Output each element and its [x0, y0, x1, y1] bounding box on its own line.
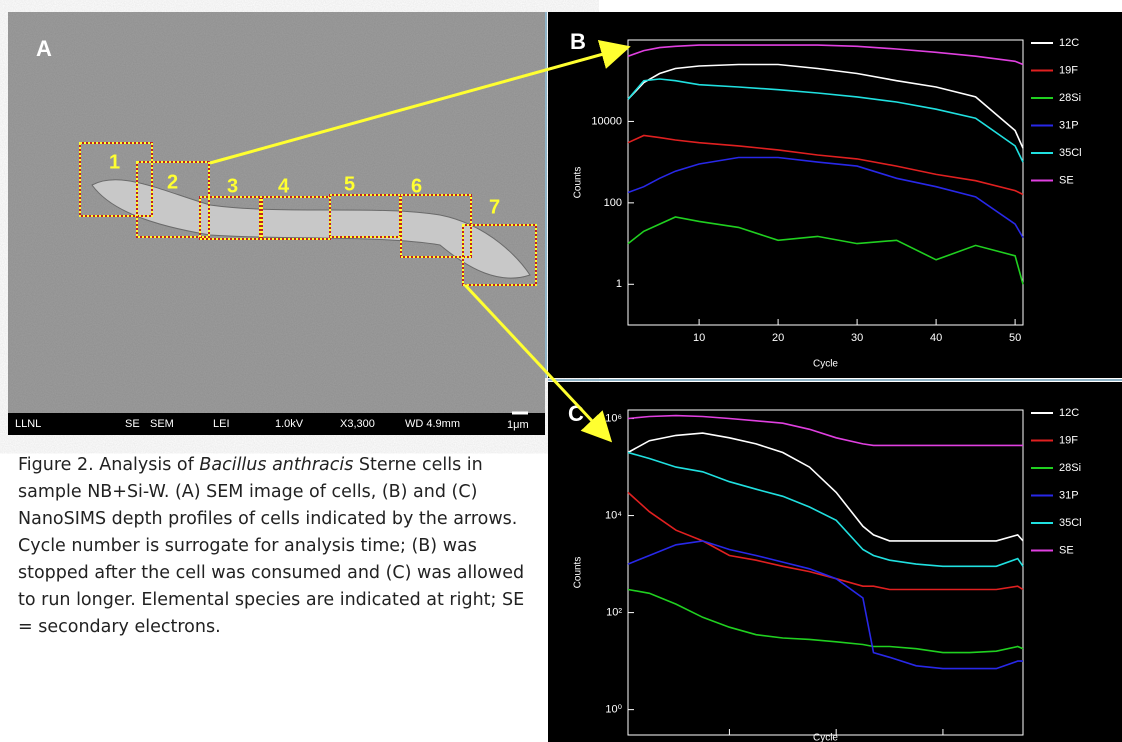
panel-b-bg: [548, 12, 1122, 378]
legend-label: 12C: [1059, 37, 1079, 49]
panel-label: B: [570, 29, 586, 54]
caption-italic: Bacillus anthracis: [199, 455, 353, 475]
y-axis-label: Counts: [573, 557, 584, 589]
y-tick-label: 10⁰: [605, 704, 622, 716]
legend-label: 12C: [1059, 407, 1079, 419]
x-tick-label: 20: [772, 332, 784, 344]
y-tick-label: 100: [604, 197, 622, 209]
info-text: 1μm: [507, 419, 529, 431]
panel-label: A: [36, 36, 52, 61]
info-text: SE: [125, 418, 140, 430]
x-axis-label: Cycle: [813, 733, 838, 742]
legend-label: SE: [1059, 544, 1074, 556]
legend-label: 19F: [1059, 434, 1078, 446]
info-text: LEI: [213, 418, 230, 430]
region-label: 1: [109, 151, 120, 173]
legend-label: SE: [1059, 174, 1074, 186]
page: A 1 2 3 4 5 6 7 LLNL SE SEM LEI 1.0kV X3…: [0, 0, 1122, 742]
x-tick-label: 40: [930, 332, 942, 344]
sem-image: [8, 12, 545, 435]
region-label: 3: [227, 175, 238, 197]
y-axis-label: Counts: [573, 167, 584, 199]
legend-label: 31P: [1059, 489, 1079, 501]
legend-label: 28Si: [1059, 92, 1081, 104]
region-label: 2: [167, 171, 178, 193]
info-text: LLNL: [15, 418, 41, 430]
caption: Figure 2. Analysis of Bacillus anthracis…: [18, 452, 528, 641]
region-label: 4: [278, 175, 290, 197]
legend-label: 19F: [1059, 64, 1078, 76]
info-text: 1.0kV: [275, 418, 304, 430]
legend-label: 31P: [1059, 119, 1079, 131]
y-tick-label: 1: [616, 278, 622, 290]
x-tick-label: 50: [1009, 332, 1021, 344]
y-tick-label: 10⁴: [605, 509, 622, 521]
legend-label: 35Cl: [1059, 147, 1082, 159]
x-axis-label: Cycle: [813, 359, 838, 370]
info-text: WD 4.9mm: [405, 418, 460, 430]
region-label: 7: [489, 196, 500, 218]
y-tick-label: 10²: [606, 607, 622, 619]
x-tick-label: 10: [693, 332, 705, 344]
legend-label: 28Si: [1059, 462, 1081, 474]
y-tick-label: 10⁶: [605, 412, 622, 424]
legend-label: 35Cl: [1059, 517, 1082, 529]
y-tick-label: 10000: [591, 115, 622, 127]
info-text: X3,300: [340, 418, 375, 430]
x-tick-label: 30: [851, 332, 863, 344]
caption-text: Sterne cells in sample NB+Si-W. (A) SEM …: [18, 455, 524, 637]
region-label: 6: [411, 175, 422, 197]
region-label: 5: [344, 173, 355, 195]
info-text: SEM: [150, 418, 174, 430]
caption-text: Figure 2. Analysis of: [18, 455, 199, 475]
